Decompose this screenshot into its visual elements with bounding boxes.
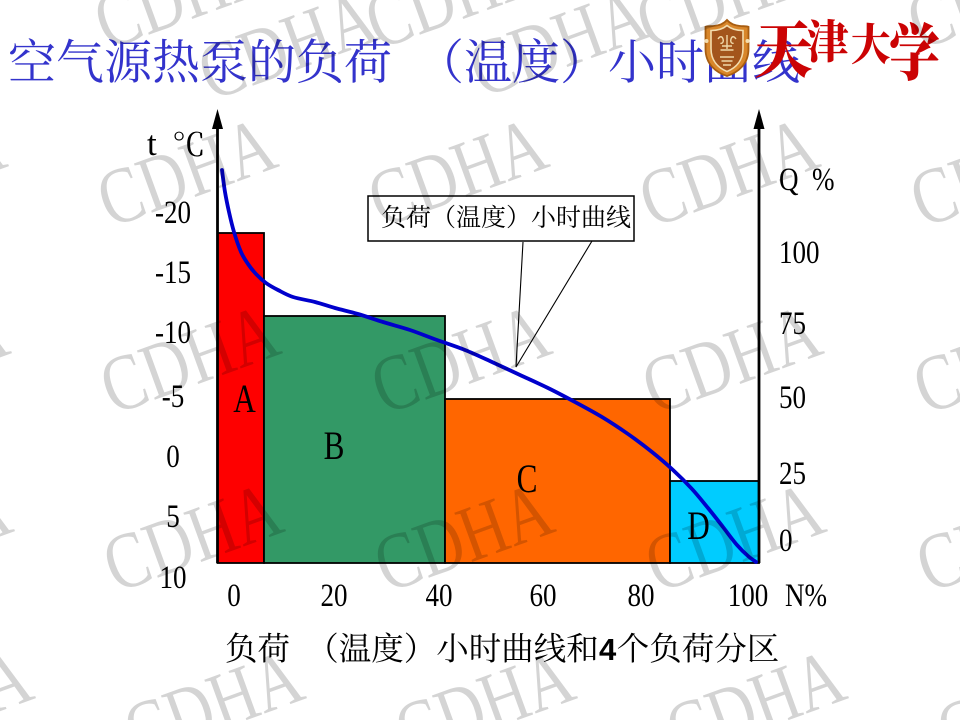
svg-text:Q %: Q % xyxy=(779,160,835,197)
svg-text:10: 10 xyxy=(159,558,186,595)
svg-text:60: 60 xyxy=(529,576,556,613)
svg-text:t: t xyxy=(147,124,157,163)
svg-text:100: 100 xyxy=(728,576,769,613)
svg-text:0: 0 xyxy=(227,576,241,613)
svg-text:100: 100 xyxy=(779,233,820,270)
svg-text:-20: -20 xyxy=(155,193,191,230)
svg-text:0: 0 xyxy=(779,521,793,558)
svg-text:B: B xyxy=(324,423,345,468)
svg-text:40: 40 xyxy=(425,576,452,613)
svg-text:A: A xyxy=(233,376,256,421)
svg-text:20: 20 xyxy=(320,576,347,613)
svg-text:C: C xyxy=(517,456,538,501)
svg-text:50: 50 xyxy=(779,378,806,415)
svg-text:25: 25 xyxy=(779,454,806,491)
svg-text:N%: N% xyxy=(785,576,827,613)
svg-text:80: 80 xyxy=(627,576,654,613)
svg-text:0: 0 xyxy=(166,437,180,474)
svg-text:-5: -5 xyxy=(162,377,185,414)
svg-text:-10: -10 xyxy=(155,313,191,350)
svg-text:75: 75 xyxy=(779,304,806,341)
svg-text:4: 4 xyxy=(599,632,617,667)
svg-text:D: D xyxy=(687,503,710,548)
svg-text:-15: -15 xyxy=(155,253,191,290)
svg-text:5: 5 xyxy=(166,497,180,534)
